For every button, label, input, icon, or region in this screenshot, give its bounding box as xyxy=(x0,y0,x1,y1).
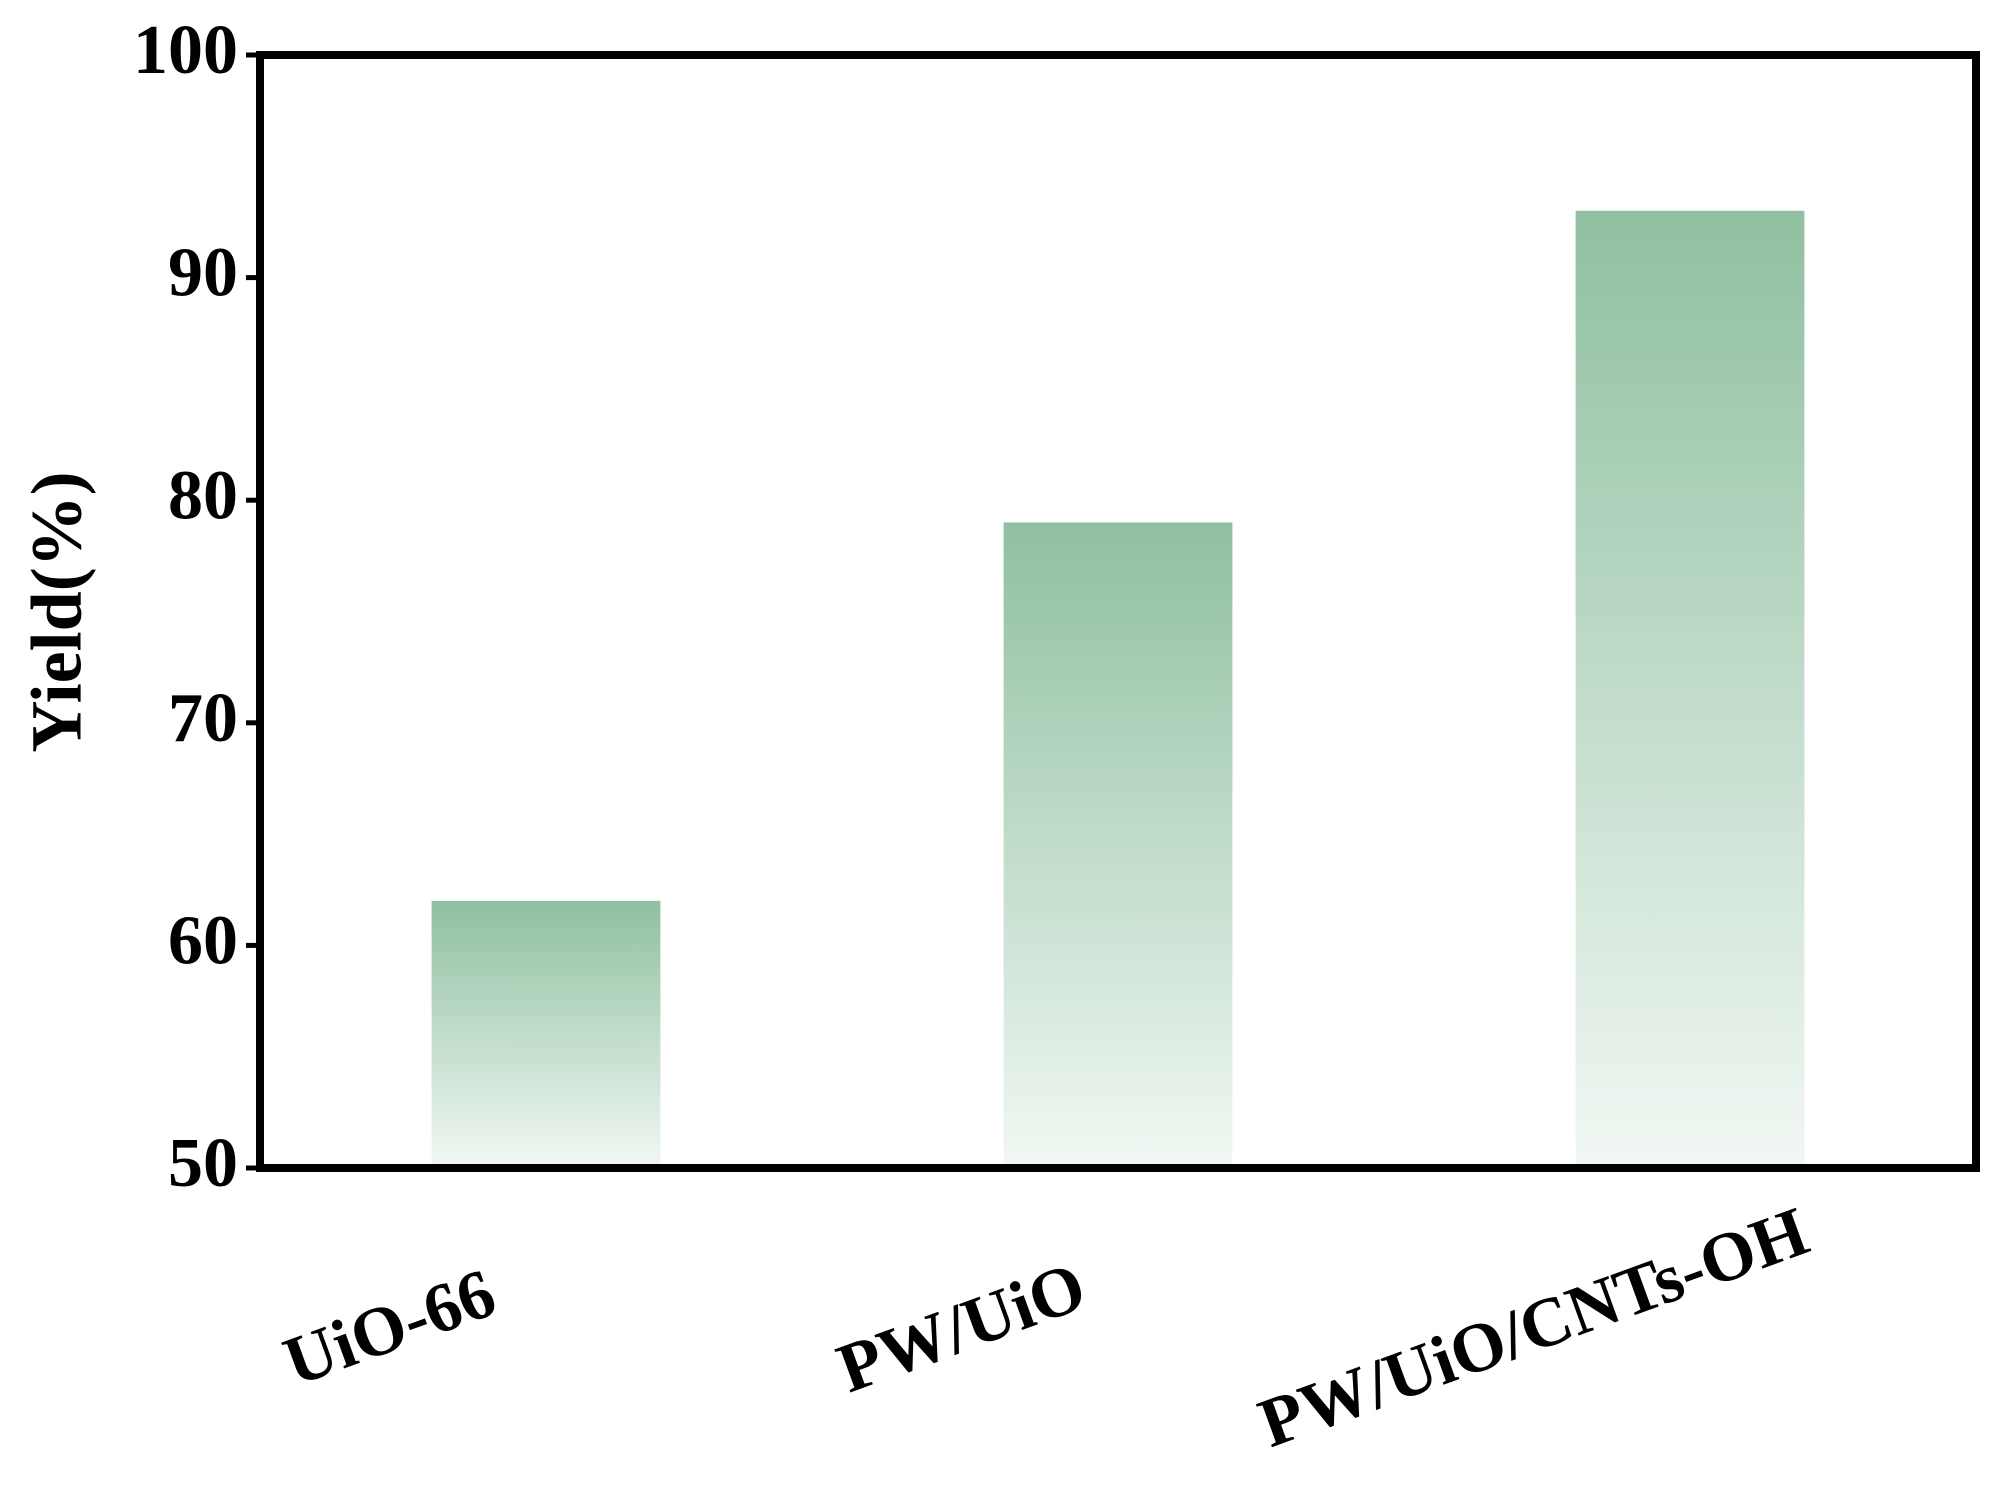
y-tick-label: 80 xyxy=(168,457,238,534)
bar xyxy=(1575,210,1805,1168)
y-tick-label: 100 xyxy=(133,12,238,89)
bar xyxy=(431,900,661,1168)
plot-frame xyxy=(256,51,1980,1172)
y-axis-label: Yield(%) xyxy=(17,471,97,752)
x-tick-label: PW/UiO/CNTs-OH xyxy=(1250,1193,1818,1463)
y-tick-label: 90 xyxy=(168,235,238,312)
bar xyxy=(1003,522,1233,1168)
y-tick-label: 60 xyxy=(168,902,238,979)
y-tick-label: 70 xyxy=(168,680,238,757)
x-tick-label: PW/UiO xyxy=(828,1248,1096,1408)
x-tick-label: UiO-66 xyxy=(274,1255,505,1402)
y-tick-label: 50 xyxy=(168,1125,238,1202)
